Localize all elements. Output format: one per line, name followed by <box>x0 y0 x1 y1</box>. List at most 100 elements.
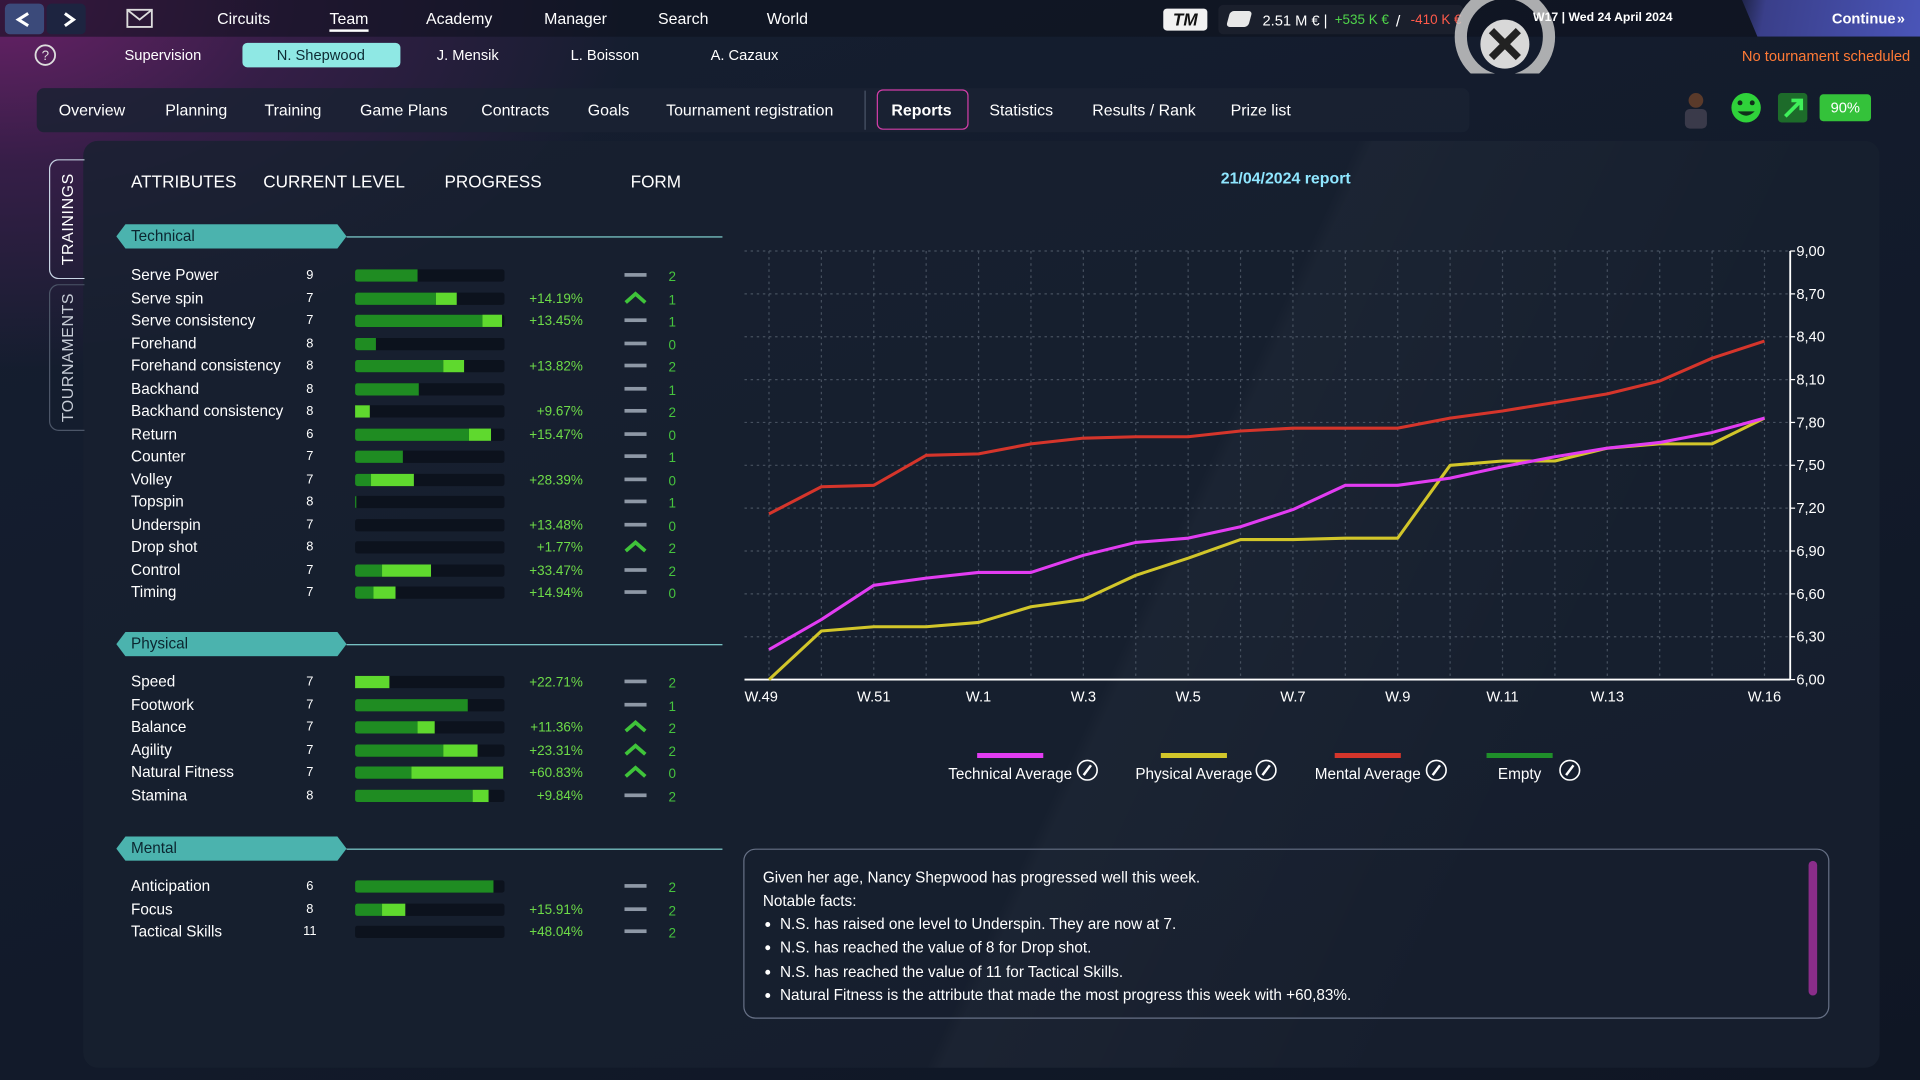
attribute-name: Counter <box>131 447 186 465</box>
edit-icon[interactable] <box>1425 759 1447 781</box>
nav-item[interactable]: Circuits <box>217 9 271 28</box>
close-icon[interactable] <box>1445 0 1567 74</box>
form-up <box>624 765 647 778</box>
top-bar <box>0 0 1920 37</box>
nav-item[interactable]: Search <box>658 9 709 28</box>
x-tick-label: W.11 <box>1486 690 1518 706</box>
attribute-name: Balance <box>131 718 187 736</box>
bar-base <box>355 766 412 779</box>
x-tick-label: W.16 <box>1748 690 1781 706</box>
tab[interactable]: Tournament registration <box>666 101 834 120</box>
chart-title: 21/04/2024 report <box>1221 171 1352 188</box>
tab[interactable]: Goals <box>587 101 630 120</box>
tab-active[interactable] <box>876 89 969 130</box>
form-value: 2 <box>668 721 676 737</box>
tab-separator <box>864 90 866 130</box>
morale-badge <box>1819 94 1872 122</box>
form-value: 2 <box>668 903 676 919</box>
form-value: 2 <box>668 881 676 896</box>
mail-icon[interactable] <box>126 8 153 28</box>
balance: 2.51 M € <box>1262 12 1320 30</box>
edit-icon[interactable] <box>1076 759 1098 781</box>
back-button[interactable] <box>4 3 45 35</box>
form-up <box>624 540 647 553</box>
bar-base <box>355 743 444 757</box>
form-flat <box>624 341 647 345</box>
continue-button[interactable] <box>1742 0 1920 37</box>
close-ring <box>1454 0 1556 74</box>
progress-label: +60.83% <box>529 765 583 781</box>
form-value: 1 <box>668 699 676 714</box>
nav-item[interactable]: Team <box>329 9 369 28</box>
help-icon[interactable] <box>34 44 57 66</box>
tab[interactable]: Contracts <box>481 101 550 120</box>
attribute-name: Timing <box>131 583 177 601</box>
form-value: 2 <box>668 676 676 692</box>
form-value: 0 <box>668 428 676 444</box>
attribute-level: 8 <box>306 381 314 396</box>
progress-label: +9.84% <box>536 788 583 804</box>
side-tab-label[interactable]: TOURNAMENTS <box>58 292 77 423</box>
legend-label: Technical Average <box>948 766 1072 783</box>
attribute-name: Forehand consistency <box>131 357 281 375</box>
player-tab[interactable]: L. Boisson <box>570 46 640 64</box>
forward-button[interactable] <box>46 3 86 35</box>
attribute-level: 6 <box>306 878 314 894</box>
player-tab[interactable]: J. Mensik <box>436 46 499 64</box>
report-box <box>743 848 1830 1019</box>
x-tick-label: W.1 <box>966 690 991 706</box>
form-value: 2 <box>668 789 676 805</box>
progress-label: +13.45% <box>529 314 583 329</box>
tab[interactable]: Training <box>264 101 322 120</box>
side-tab[interactable] <box>48 284 85 432</box>
nav-item[interactable]: Manager <box>544 9 607 28</box>
player-pill[interactable] <box>242 42 401 68</box>
y-tick-label: 8,70 <box>1796 287 1825 303</box>
form-flat <box>624 522 647 526</box>
x-tick-label: W.49 <box>744 690 777 706</box>
attribute-level: 7 <box>306 674 314 690</box>
player-tab[interactable]: N. Shepwood <box>276 46 365 64</box>
x-tick-label: W.9 <box>1385 690 1410 706</box>
form-flat <box>624 499 647 504</box>
form-value: 1 <box>668 496 676 512</box>
player-tab[interactable]: A. Cazaux <box>710 46 779 64</box>
edit-icon[interactable] <box>1559 759 1581 781</box>
form-chevron <box>624 290 647 304</box>
date: W17 | Wed 24 April 2024 <box>1533 11 1673 25</box>
tab[interactable]: Game Plans <box>360 101 448 120</box>
side-tab[interactable] <box>48 159 85 280</box>
tab[interactable]: Statistics <box>989 101 1054 120</box>
form-flat <box>624 273 647 277</box>
edit-icon[interactable] <box>1255 759 1277 781</box>
tab[interactable]: Prize list <box>1230 101 1291 120</box>
nav-item[interactable]: Academy <box>425 9 493 28</box>
attribute-name: Drop shot <box>131 538 198 556</box>
bar-track <box>355 675 505 689</box>
side-tab-label[interactable]: TRAININGS <box>58 173 77 266</box>
scrollbar[interactable] <box>1808 860 1818 996</box>
y-tick-label: 8,10 <box>1796 372 1825 388</box>
form-value: 2 <box>668 270 676 285</box>
tournament-status: No tournament scheduled <box>1741 47 1911 65</box>
continue-label[interactable]: Continue <box>1831 9 1896 27</box>
bar-base <box>355 563 382 577</box>
y-tick-label: 7,50 <box>1796 458 1825 474</box>
progress-label: +9.67% <box>536 404 583 420</box>
form-flat <box>624 386 647 390</box>
nav-item[interactable]: World <box>766 9 808 28</box>
attribute-name: Underspin <box>131 515 201 533</box>
separator: / <box>1395 11 1401 31</box>
progress-label: +14.19% <box>529 291 583 307</box>
bar-base <box>355 903 382 916</box>
tab[interactable]: Results / Rank <box>1092 101 1196 120</box>
attribute-name: Speed <box>131 673 176 691</box>
bar-base <box>355 314 483 327</box>
attribute-name: Focus <box>131 900 173 918</box>
tab[interactable]: Planning <box>165 101 228 120</box>
tab[interactable]: Reports <box>891 101 952 120</box>
player-tab[interactable]: Supervision <box>124 46 202 64</box>
legend-label: Physical Average <box>1135 766 1252 783</box>
bar-base <box>355 360 444 373</box>
tab[interactable]: Overview <box>58 101 126 120</box>
